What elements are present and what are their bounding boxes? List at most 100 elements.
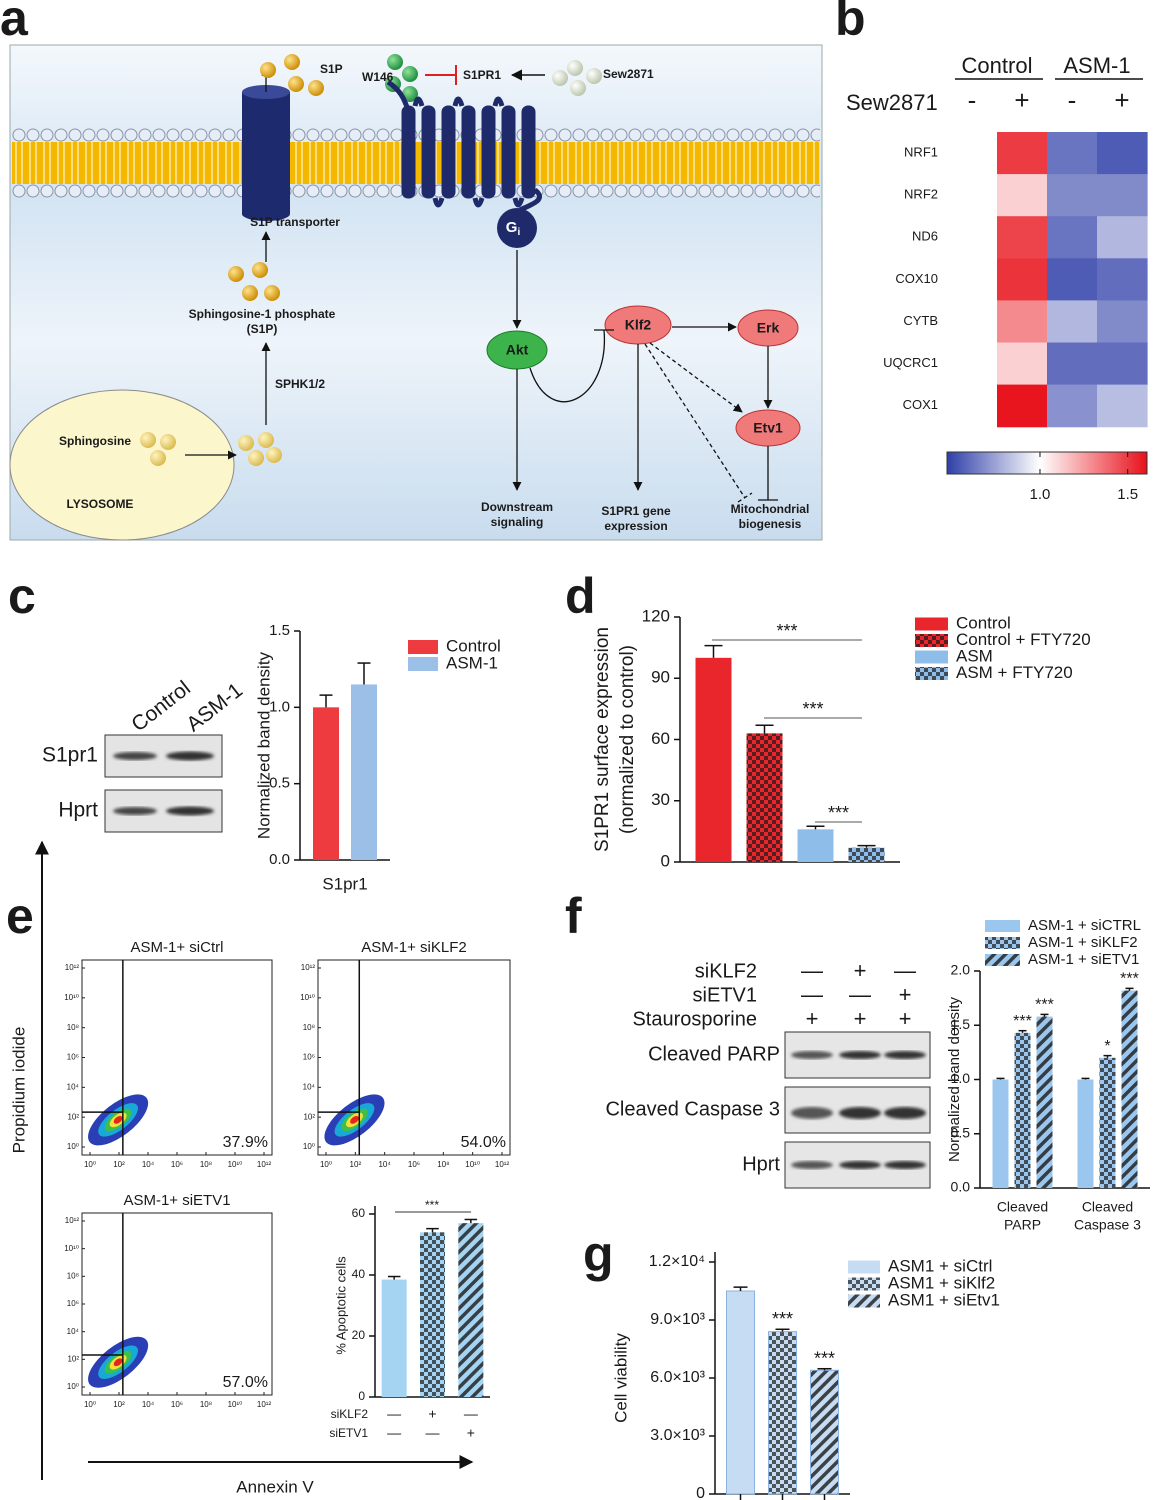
y-tick-label: 9.0×10³	[650, 1311, 705, 1328]
x-tick-label: 10¹²	[495, 1160, 510, 1169]
condition-sign: —	[426, 1425, 440, 1441]
x-tick-label: Cleaved	[997, 1199, 1048, 1215]
legend-swatch	[985, 954, 1020, 966]
row-label: NRF1	[904, 144, 938, 159]
condition-label: siETV1	[693, 984, 757, 1006]
y-tick-label: 0	[358, 1389, 365, 1403]
legend-swatch	[408, 657, 438, 671]
label: W146	[362, 70, 394, 84]
y-tick-label: 1.5	[951, 1016, 971, 1032]
heat-cell	[947, 300, 998, 344]
x-axis-label: S1pr1	[322, 874, 367, 893]
panel-label: d	[565, 568, 596, 624]
bar	[726, 1290, 755, 1495]
legend-label: Control	[956, 613, 1011, 632]
row-label: COX1	[903, 397, 938, 412]
label: Klf2	[625, 317, 652, 333]
y-axis-label: S1PR1 surface expression	[592, 627, 613, 852]
heat-cell	[997, 258, 1048, 301]
heat-cell	[947, 174, 998, 217]
panel-label: c	[8, 568, 36, 624]
density-contour	[113, 1116, 123, 1124]
condition-label: Staurosporine	[632, 1008, 757, 1030]
condition-sign: +	[899, 1006, 912, 1031]
band	[791, 1051, 833, 1059]
y-tick-label: 6.0×10³	[650, 1369, 705, 1386]
column-label: -	[1068, 85, 1077, 115]
heat-cell	[997, 132, 1048, 175]
band-label: S1pr1	[42, 744, 98, 767]
column-group-label: Control	[962, 53, 1033, 78]
band	[113, 807, 157, 815]
heat-cell	[1047, 342, 1098, 386]
legend-label: Control	[446, 636, 501, 655]
heat-cell	[1097, 384, 1148, 428]
heat-cell	[1097, 258, 1148, 301]
y-axis-label: (normalized to control)	[617, 645, 638, 834]
label: Sphingosine	[59, 434, 131, 448]
x-tick-label: 10⁸	[200, 1160, 212, 1169]
gate-percentage: 57.0%	[223, 1374, 268, 1391]
heat-cell	[947, 216, 998, 259]
significance: *	[1104, 1038, 1110, 1055]
y-tick-label: 10⁰	[67, 1382, 79, 1391]
legend-swatch	[848, 1277, 880, 1291]
membrane	[12, 128, 820, 198]
bar	[1036, 1016, 1053, 1188]
x-tick-label: 10⁸	[200, 1400, 212, 1409]
heat-cell	[1047, 132, 1098, 175]
legend-label: ASM-1 + siETV1	[1028, 951, 1139, 968]
pathway-diagram: S1P W146 S1PR1 Sew2871 Gi S1P transporte…	[9, 44, 823, 541]
label: biogenesis	[739, 517, 802, 531]
y-tick-label: 10⁶	[67, 1053, 79, 1062]
x-tick-label: 10¹⁰	[465, 1160, 480, 1169]
y-tick-label: 10¹²	[301, 963, 316, 972]
band-label: Cleaved Caspase 3	[605, 1098, 780, 1120]
condition-sign: —	[387, 1406, 401, 1422]
heat-cell	[997, 384, 1048, 428]
y-tick-label: 1.0	[951, 1070, 971, 1086]
legend-label: ASM1 + siCtrl	[888, 1256, 992, 1275]
y-tick-label: 10²	[67, 1354, 79, 1363]
legend-swatch	[915, 634, 948, 647]
y-tick-label: 120	[642, 606, 670, 625]
heat-cell	[947, 342, 998, 386]
x-tick-label: 10¹⁰	[228, 1160, 243, 1169]
colorbar-label: 1.5	[1117, 486, 1138, 503]
lane-label: Control	[127, 677, 195, 737]
y-tick-label: 10²	[303, 1112, 315, 1121]
bar	[848, 847, 885, 862]
plot-title: ASM-1+ siETV1	[123, 1192, 230, 1209]
condition-label: siKLF2	[331, 1407, 369, 1421]
y-tick-label: 3.0×10³	[650, 1427, 705, 1444]
panel-label: b	[835, 0, 866, 46]
legend-label: Control + FTY720	[956, 630, 1091, 649]
y-tick-label: 0.0	[269, 851, 290, 868]
s1p-molecules	[228, 262, 280, 301]
band	[791, 1107, 833, 1119]
bar	[458, 1223, 484, 1397]
gi-protein	[497, 208, 537, 248]
x-tick-label: 10²	[350, 1160, 362, 1169]
heat-cell	[1047, 216, 1098, 259]
x-tick-label: 10¹²	[257, 1400, 272, 1409]
x-axis-label: Annexin V	[236, 1477, 314, 1496]
legend-label: ASM-1	[446, 653, 498, 672]
y-tick-label: 10¹²	[65, 963, 80, 972]
inhibition	[425, 65, 457, 85]
condition-sign: +	[467, 1425, 475, 1441]
legend-label: ASM1 + siEtv1	[888, 1290, 1000, 1309]
lysosome	[9, 389, 235, 541]
y-tick-label: 0.0	[951, 1179, 971, 1195]
panel-label: e	[6, 888, 34, 944]
condition-sign: —	[387, 1425, 401, 1441]
x-tick-label: 10⁰	[84, 1400, 96, 1409]
y-tick-label: 10¹⁰	[64, 993, 79, 1002]
legend-swatch	[985, 920, 1020, 932]
row-label: UQCRC1	[883, 355, 938, 370]
y-tick-label: 10⁸	[303, 1023, 315, 1032]
y-tick-label: 1.5	[269, 622, 290, 639]
band	[884, 1161, 926, 1169]
y-axis-label: % Apoptotic cells	[333, 1256, 348, 1355]
